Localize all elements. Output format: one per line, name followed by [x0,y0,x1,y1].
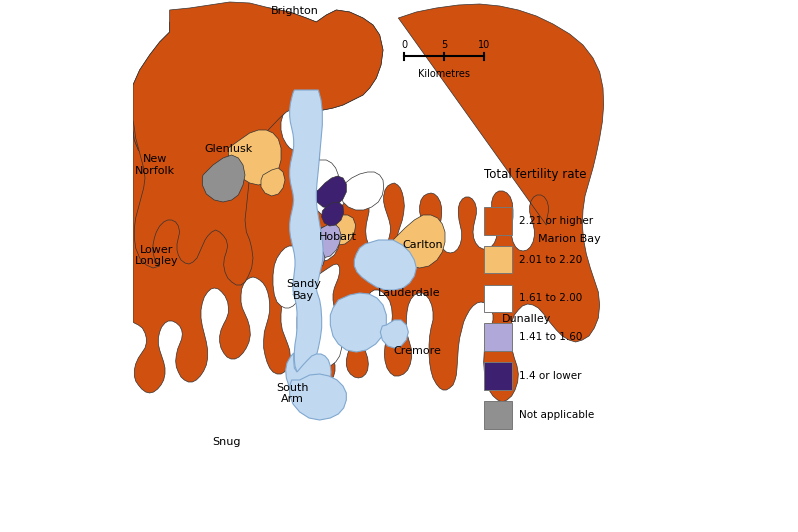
Text: 5: 5 [441,40,448,50]
Polygon shape [286,353,331,403]
Polygon shape [203,155,245,202]
Polygon shape [308,224,341,258]
Text: Glenlusk: Glenlusk [204,144,253,154]
Text: 2.01 to 2.20: 2.01 to 2.20 [519,255,583,264]
Polygon shape [290,90,323,378]
Polygon shape [301,226,340,262]
Text: Total fertility rate: Total fertility rate [484,168,587,181]
Text: New
Norfolk: New Norfolk [136,154,176,176]
Polygon shape [302,250,325,272]
Polygon shape [133,75,205,180]
Text: Lauderdale: Lauderdale [378,288,441,297]
Polygon shape [261,168,285,196]
Text: Carlton: Carlton [403,240,443,250]
Text: 10: 10 [478,40,490,50]
Bar [484,246,512,273]
Text: Lower
Longley: Lower Longley [135,245,179,266]
Polygon shape [330,293,386,352]
Bar [484,207,512,235]
Text: Marion Bay: Marion Bay [538,235,601,244]
Text: Hobart: Hobart [319,232,358,242]
Polygon shape [381,320,409,348]
Text: 0: 0 [401,40,408,50]
Text: Brighton: Brighton [271,6,319,15]
Text: 1.61 to 2.00: 1.61 to 2.00 [519,294,583,303]
Text: Snug: Snug [211,437,240,446]
Polygon shape [330,215,356,245]
Bar [484,323,512,351]
Text: Not applicable: Not applicable [519,410,595,420]
Text: Kilometres: Kilometres [418,69,470,79]
Text: Sandy
Bay: Sandy Bay [286,279,321,301]
Bar [484,285,512,312]
Text: 1.4 or lower: 1.4 or lower [519,371,582,381]
Bar [484,362,512,390]
Text: Cremore: Cremore [393,346,441,356]
Polygon shape [322,202,344,226]
Text: 2.21 or higher: 2.21 or higher [519,216,594,226]
Polygon shape [293,160,338,202]
Polygon shape [133,2,383,285]
Polygon shape [354,240,417,290]
Polygon shape [341,172,384,210]
Bar [484,401,512,429]
Text: 1.41 to 1.60: 1.41 to 1.60 [519,332,583,342]
Polygon shape [228,130,281,185]
Polygon shape [290,374,346,420]
Text: South
Arm: South Arm [276,383,309,404]
Polygon shape [273,246,342,368]
Text: Dunalley: Dunalley [502,314,551,324]
Polygon shape [393,215,445,268]
Polygon shape [316,176,346,208]
Polygon shape [133,4,603,402]
